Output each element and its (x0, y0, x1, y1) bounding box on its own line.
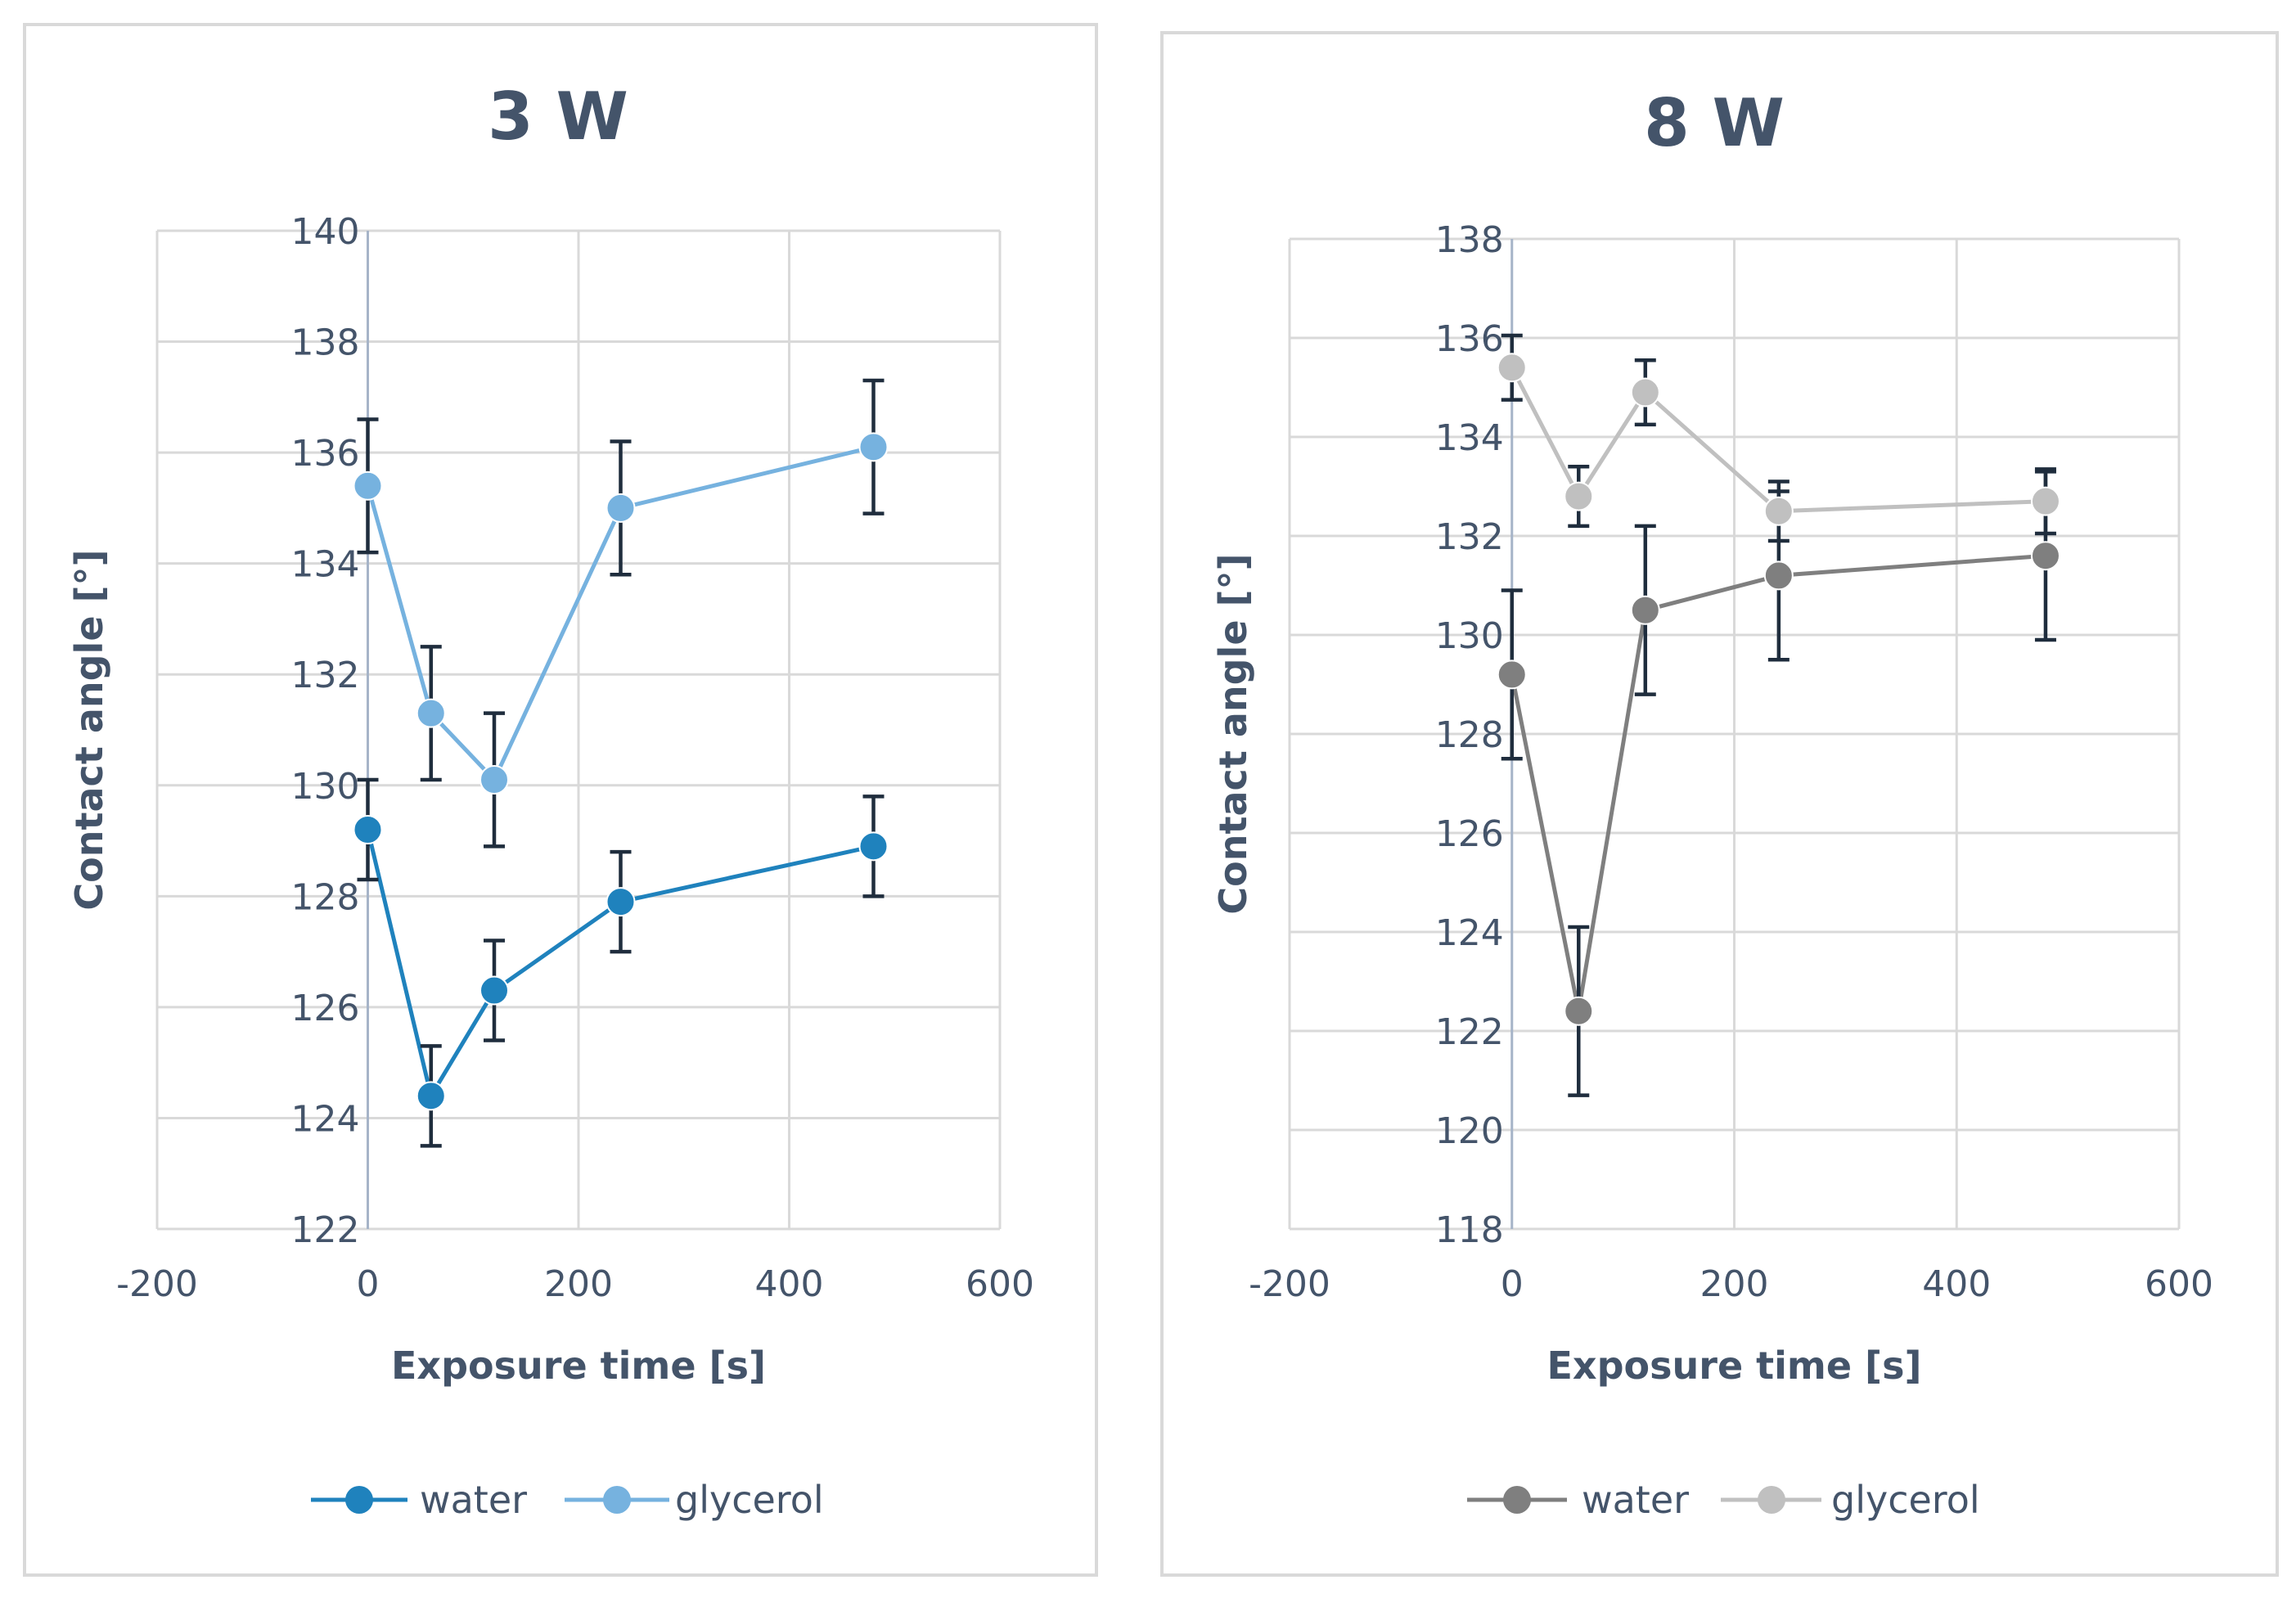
y-tick-label: 128 (291, 876, 360, 918)
data-point-glycerol (479, 765, 509, 794)
legend-label-water: water (1582, 1478, 1689, 1522)
y-tick-label: 134 (291, 544, 360, 586)
chart-frame (1160, 31, 2279, 1577)
data-point-water (606, 887, 636, 917)
y-tick-label: 120 (1435, 1110, 1504, 1152)
chart-frame (23, 23, 1098, 1577)
y-tick-label: 130 (1435, 615, 1504, 657)
legend-marker-glycerol (603, 1486, 631, 1514)
data-point-glycerol (2030, 486, 2060, 516)
chart-title: 3 W (488, 79, 628, 155)
y-tick-label: 126 (1435, 813, 1504, 855)
chart-panel-3w: 3 W 122 124 126 128 130 132 134 136 138 140 -200 0 20… (23, 23, 1098, 1577)
y-axis-title: Contact angle [°] (1211, 553, 1255, 914)
y-axis-title: Contact angle [°] (67, 549, 111, 910)
x-tick-label: 600 (2145, 1263, 2213, 1305)
legend-marker-water (345, 1486, 373, 1514)
y-tick-label: 138 (291, 322, 360, 364)
y-tick-label: 130 (291, 766, 360, 808)
data-point-glycerol (858, 432, 889, 462)
y-tick-label: 128 (1435, 714, 1504, 756)
legend-marker-glycerol (1758, 1486, 1785, 1514)
data-point-glycerol (416, 698, 446, 728)
data-point-glycerol (1763, 496, 1794, 526)
x-tick-label: 400 (1922, 1263, 1991, 1305)
data-point-glycerol (1630, 377, 1660, 407)
x-tick-label: 0 (357, 1263, 380, 1305)
chart-8w: 8 W 118 120 122 124 126 128 130 132 134 136 138 -200… (1160, 31, 2279, 1577)
legend-label-water: water (420, 1478, 527, 1522)
chart-title: 8 W (1644, 85, 1785, 161)
y-tick-label: 122 (1435, 1011, 1504, 1053)
x-tick-label: -200 (1249, 1263, 1330, 1305)
y-tick-label: 134 (1435, 417, 1504, 459)
data-point-water (1497, 659, 1527, 690)
data-point-water (416, 1081, 446, 1111)
data-point-water (1630, 595, 1660, 625)
y-tick-label: 126 (291, 988, 360, 1029)
y-tick-label: 140 (291, 211, 360, 253)
y-tick-label: 118 (1435, 1209, 1504, 1251)
y-tick-label: 136 (1435, 318, 1504, 360)
legend-label-glycerol: glycerol (675, 1478, 824, 1522)
y-tick-label: 138 (1435, 219, 1504, 261)
x-axis-title: Exposure time [s] (391, 1344, 766, 1388)
data-point-water (2030, 541, 2060, 571)
chart-3w: 3 W 122 124 126 128 130 132 134 136 138 140 -200 0 20… (23, 23, 1098, 1577)
x-tick-label: 200 (1700, 1263, 1769, 1305)
x-tick-label: -200 (116, 1263, 198, 1305)
data-point-glycerol (606, 493, 636, 523)
data-point-water (1564, 996, 1594, 1026)
x-axis-title: Exposure time [s] (1547, 1344, 1922, 1388)
legend-marker-water (1503, 1486, 1531, 1514)
data-point-glycerol (1564, 481, 1594, 511)
x-tick-label: 0 (1501, 1263, 1524, 1305)
data-point-water (479, 975, 509, 1006)
chart-panel-8w: 8 W 118 120 122 124 126 128 130 132 134 136 138 -200… (1148, 0, 2296, 1607)
x-tick-label: 400 (755, 1263, 824, 1305)
x-tick-label: 200 (544, 1263, 613, 1305)
data-point-glycerol (1497, 353, 1527, 383)
data-point-water (1763, 560, 1794, 591)
y-tick-label: 122 (291, 1209, 360, 1251)
legend-label-glycerol: glycerol (1831, 1478, 1980, 1522)
x-tick-label: 600 (966, 1263, 1034, 1305)
data-point-water (353, 815, 383, 844)
data-point-glycerol (353, 470, 383, 501)
y-tick-label: 136 (291, 433, 360, 475)
y-tick-label: 124 (1435, 912, 1504, 954)
y-tick-label: 124 (291, 1098, 360, 1140)
y-tick-label: 132 (291, 655, 360, 696)
data-point-water (858, 831, 889, 862)
y-tick-label: 132 (1435, 516, 1504, 558)
